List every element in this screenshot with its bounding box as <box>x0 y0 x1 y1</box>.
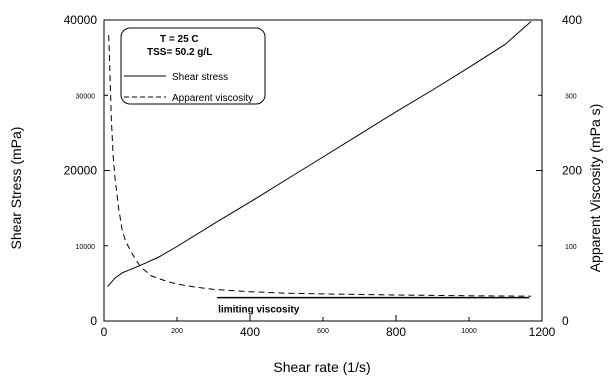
x-axis-label: Shear rate (1/s) <box>273 359 370 375</box>
x-tick-label: 200 <box>171 328 183 335</box>
legend-label-apparent-viscosity: Apparent viscosity <box>172 93 253 104</box>
legend-title-tss: TSS= 50.2 g/L <box>147 47 212 58</box>
limiting-viscosity-label: limiting viscosity <box>218 305 300 316</box>
legend: T = 25 C TSS= 50.2 g/L Shear stress Appa… <box>120 27 266 105</box>
x-tick-label: 600 <box>317 328 329 335</box>
legend-title-temperature: T = 25 C <box>160 34 199 45</box>
y-axis-label: Shear Stress (mPa) <box>8 127 24 250</box>
limiting-viscosity-annotation: limiting viscosity <box>217 296 530 316</box>
apparent-viscosity-line <box>108 35 532 297</box>
x-tick-label: 1000 <box>461 328 477 335</box>
y-tick-label: 30000 <box>76 93 96 100</box>
shear-stress-line <box>107 21 532 287</box>
y-tick-label: 0 <box>90 314 97 328</box>
y-tick-label: 40000 <box>64 13 98 27</box>
y2-tick-label: 200 <box>562 164 582 178</box>
series-layer <box>107 21 532 297</box>
legend-box <box>120 27 266 105</box>
x-tick-label: 1200 <box>529 325 556 339</box>
y2-tick-label: 0 <box>562 314 569 328</box>
x-tick-label: 800 <box>386 325 406 339</box>
x-tick-label: 0 <box>101 325 108 339</box>
legend-label-shear-stress: Shear stress <box>172 72 228 83</box>
y2-axis-label: Apparent Viscosity (mPa s) <box>587 104 603 273</box>
y2-tick-label: 100 <box>565 244 577 251</box>
y2-tick-label: 300 <box>565 93 577 100</box>
y-tick-label: 10000 <box>76 244 96 251</box>
x-tick-label: 400 <box>240 325 260 339</box>
y-tick-label: 20000 <box>64 164 98 178</box>
y2-tick-label: 400 <box>562 13 582 27</box>
